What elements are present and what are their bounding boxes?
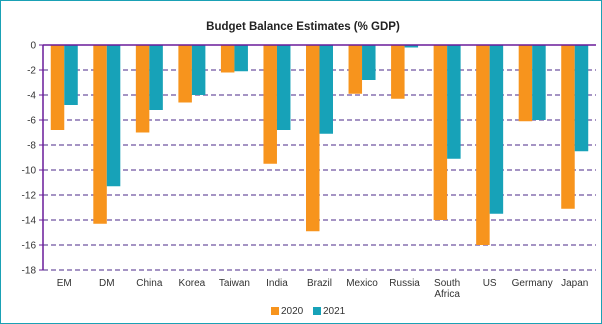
bar-2020 <box>220 45 235 73</box>
x-tick-label: Mexico <box>346 278 378 289</box>
legend-label: 2020 <box>281 306 304 317</box>
bar-2020 <box>561 45 575 209</box>
y-tick-label: -14 <box>22 216 37 227</box>
y-tick-label: -8 <box>27 141 36 152</box>
bar-2021 <box>149 45 163 110</box>
legend: 2020 2021 <box>271 306 346 317</box>
bar-2021 <box>276 45 291 130</box>
bar-2021 <box>447 45 461 159</box>
x-tick-label: US <box>483 278 497 289</box>
bar-2021 <box>489 45 504 214</box>
axes <box>39 44 596 271</box>
bar-2021 <box>191 45 206 95</box>
bar-2020 <box>50 45 65 130</box>
y-tick-label: -18 <box>22 266 37 277</box>
bar-2020 <box>433 45 448 220</box>
x-tick-label: EM <box>57 278 72 289</box>
bar-2020 <box>93 45 107 224</box>
x-tick-label: Africa <box>434 289 460 300</box>
bar-2020 <box>178 45 192 103</box>
bar-2021 <box>574 45 589 152</box>
x-tick-label: Russia <box>389 278 420 289</box>
bar-2021 <box>234 45 248 72</box>
bar-2021 <box>64 45 78 105</box>
y-tick-label: -12 <box>22 191 37 202</box>
bars <box>50 45 589 245</box>
x-tick-label: Brazil <box>307 278 332 289</box>
bar-2020 <box>348 45 363 94</box>
x-tick-label: Taiwan <box>219 278 250 289</box>
bar-2021 <box>532 45 546 120</box>
bar-2020 <box>135 45 150 133</box>
x-tick-label: India <box>266 278 288 289</box>
x-tick-label: China <box>136 278 163 289</box>
bar-2021 <box>106 45 121 187</box>
y-tick-label: -10 <box>22 166 37 177</box>
bar-2020 <box>306 45 320 232</box>
x-tick-label: DM <box>99 278 115 289</box>
x-tick-label: Germany <box>512 278 553 289</box>
y-tick-labels: 0 -2 -4 -6 -8 -10 -12 -14 -16 -18 <box>22 41 37 277</box>
x-tick-labels: EM DM China Korea Taiwan India Brazil Mexico Rus… <box>57 278 589 300</box>
x-tick-label: Korea <box>179 278 206 289</box>
y-tick-label: -2 <box>27 66 36 77</box>
bar-2020 <box>518 45 533 122</box>
x-tick-label: Japan <box>561 278 588 289</box>
legend-swatch-2021 <box>313 307 321 315</box>
x-tick-label: South <box>434 278 460 289</box>
y-tick-label: 0 <box>30 41 36 52</box>
bar-2020 <box>263 45 277 164</box>
bar-2021 <box>404 45 419 48</box>
bar-2020 <box>476 45 490 245</box>
y-tick-label: -4 <box>27 91 36 102</box>
chart-title: Budget Balance Estimates (% GDP) <box>206 21 400 33</box>
bar-2020 <box>391 45 405 99</box>
bar-2021 <box>319 45 333 134</box>
legend-swatch-2020 <box>271 307 279 315</box>
legend-label: 2021 <box>323 306 346 317</box>
bar-2021 <box>362 45 376 80</box>
y-tick-label: -6 <box>27 116 36 127</box>
y-tick-label: -16 <box>22 241 37 252</box>
